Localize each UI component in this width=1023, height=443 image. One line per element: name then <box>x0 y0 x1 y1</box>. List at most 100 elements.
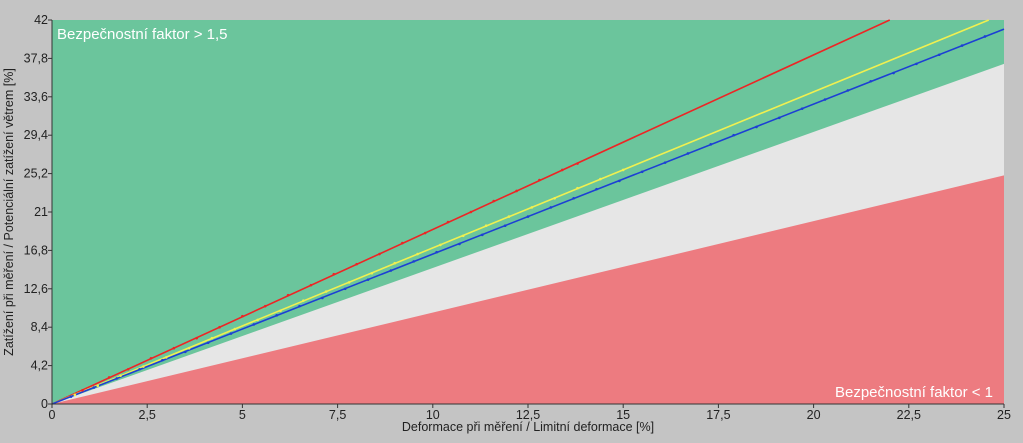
series-0-point <box>576 162 579 165</box>
series-0-point <box>263 304 267 308</box>
annotation-unsafe-zone: Bezpečnostní faktor < 1 <box>835 384 993 401</box>
series-2-point <box>709 143 713 146</box>
x-tick-label: 7,5 <box>329 408 346 422</box>
series-0-point <box>469 210 473 214</box>
series-1-point <box>347 281 351 284</box>
series-1-point <box>530 206 534 209</box>
series-2-point <box>640 170 644 174</box>
series-0-point <box>538 178 541 182</box>
series-2-point <box>755 125 758 129</box>
series-1-point <box>302 299 305 302</box>
series-2-point <box>206 341 210 345</box>
x-tick-label: 12,5 <box>516 408 540 422</box>
series-0-point <box>378 252 381 256</box>
series-2-point <box>229 332 233 335</box>
y-tick-label: 4,2 <box>31 359 48 373</box>
series-0-point <box>332 272 336 276</box>
series-2-point <box>686 152 690 155</box>
series-1-point <box>210 336 214 340</box>
series-1-point <box>416 252 419 256</box>
series-2-point <box>823 98 827 101</box>
y-tick-label: 8,4 <box>31 320 48 334</box>
series-1-point <box>576 186 579 190</box>
series-2-point <box>892 71 895 75</box>
x-tick-label: 5 <box>239 408 246 422</box>
series-2-point <box>846 89 850 92</box>
series-2-point <box>343 287 347 291</box>
series-0-point <box>195 336 199 340</box>
x-tick-label: 17,5 <box>706 408 730 422</box>
y-tick-label: 37,8 <box>24 51 48 65</box>
series-2-point <box>937 53 941 57</box>
series-2-point <box>869 79 873 83</box>
series-0-point <box>172 346 176 350</box>
series-0-point <box>309 283 313 287</box>
series-2-point <box>503 224 507 228</box>
series-1-point <box>507 215 511 218</box>
series-1-point <box>96 384 99 388</box>
series-2-point <box>161 358 164 362</box>
series-1-point <box>119 374 122 377</box>
series-2-point <box>800 107 804 110</box>
series-2-point <box>183 350 187 354</box>
series-0-point <box>218 325 221 329</box>
series-0-point <box>560 168 564 172</box>
series-1-point <box>279 309 282 313</box>
series-1-point <box>233 327 237 331</box>
series-0-point <box>446 220 450 224</box>
series-2-points <box>69 35 987 398</box>
series-2-point <box>412 260 416 263</box>
series-0-point <box>81 388 84 392</box>
series-2-point <box>618 179 621 183</box>
zone-unsafe <box>52 175 1004 404</box>
series-0-point <box>515 189 518 193</box>
series-2-point <box>481 233 484 237</box>
series-2-point <box>366 278 370 281</box>
series-2-point <box>252 323 256 326</box>
series-2-point <box>458 242 461 246</box>
x-tick-label: 15 <box>616 408 630 422</box>
series-2-point <box>321 296 324 300</box>
series-2-point <box>115 377 119 380</box>
series-0-point <box>355 262 358 266</box>
x-tick-label: 2,5 <box>139 408 156 422</box>
series-2-point <box>298 304 301 308</box>
series-2-point <box>778 116 781 120</box>
series-1-point <box>439 243 442 247</box>
x-tick-label: 25 <box>997 408 1011 422</box>
zone-safe <box>52 20 1004 404</box>
series-0-point <box>107 376 111 379</box>
series-2-point <box>389 269 393 272</box>
series-1-points <box>73 168 625 397</box>
x-tick-label: 10 <box>426 408 440 422</box>
series-1-point <box>73 393 77 397</box>
series-1-point <box>393 261 397 265</box>
series-2-point <box>69 395 73 398</box>
series-2-point <box>138 367 141 371</box>
x-tick-label: 20 <box>807 408 821 422</box>
x-tick-label: 0 <box>49 408 56 422</box>
y-tick-label: 25,2 <box>24 167 48 181</box>
series-0-points <box>81 162 579 392</box>
y-tick-label: 33,6 <box>24 90 48 104</box>
series-2-point <box>732 133 735 137</box>
y-tick-label: 12,6 <box>24 282 48 296</box>
series-2-point <box>960 44 964 47</box>
series-2-point <box>526 215 530 218</box>
x-axis-label: Deformace při měření / Limitní deformace… <box>402 420 654 434</box>
series-1-point <box>324 290 328 293</box>
series-1-point <box>621 168 625 172</box>
y-tick-label: 0 <box>41 397 48 411</box>
series-1-point <box>187 346 191 350</box>
series-2-point <box>915 62 918 66</box>
series-2-point <box>572 196 575 200</box>
y-tick-label: 16,8 <box>24 243 48 257</box>
series-0-point <box>126 367 130 371</box>
y-tick-label: 29,4 <box>24 128 48 142</box>
series-1-point <box>370 271 374 275</box>
x-tick-label: 22,5 <box>897 408 921 422</box>
y-tick-label: 42 <box>34 13 48 27</box>
series-1-point <box>256 318 259 322</box>
series-0-point <box>423 231 427 235</box>
series-1-point <box>599 177 602 181</box>
